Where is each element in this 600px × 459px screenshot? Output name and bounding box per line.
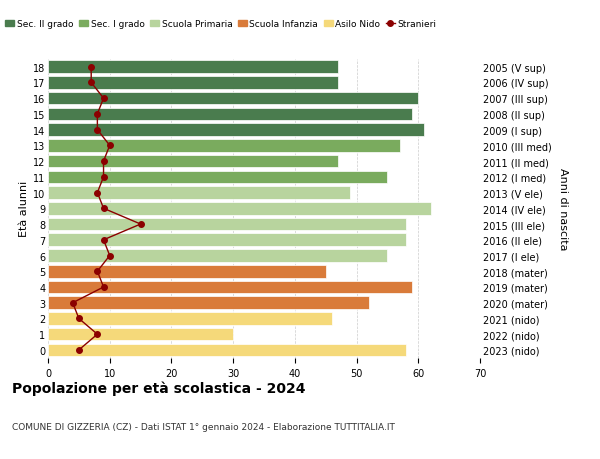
Bar: [48, 61, 338, 74]
Bar: [48, 297, 369, 309]
Bar: [48, 218, 406, 231]
Bar: [48, 202, 431, 215]
Bar: [48, 313, 332, 325]
Bar: [48, 77, 338, 90]
Y-axis label: Età alunni: Età alunni: [19, 181, 29, 237]
Text: Popolazione per età scolastica - 2024: Popolazione per età scolastica - 2024: [12, 380, 305, 395]
Bar: [48, 93, 418, 105]
Bar: [48, 171, 388, 184]
Y-axis label: Anni di nascita: Anni di nascita: [559, 168, 568, 250]
Bar: [48, 156, 338, 168]
Bar: [48, 328, 233, 341]
Text: COMUNE DI GIZZERIA (CZ) - Dati ISTAT 1° gennaio 2024 - Elaborazione TUTTITALIA.I: COMUNE DI GIZZERIA (CZ) - Dati ISTAT 1° …: [12, 422, 395, 431]
Bar: [48, 234, 406, 246]
Bar: [48, 265, 326, 278]
Bar: [48, 108, 412, 121]
Legend: Sec. II grado, Sec. I grado, Scuola Primaria, Scuola Infanzia, Asilo Nido, Stran: Sec. II grado, Sec. I grado, Scuola Prim…: [2, 17, 440, 33]
Bar: [48, 124, 424, 137]
Bar: [48, 250, 388, 262]
Bar: [48, 140, 400, 152]
Bar: [48, 344, 406, 357]
Bar: [48, 187, 350, 199]
Bar: [48, 281, 412, 294]
